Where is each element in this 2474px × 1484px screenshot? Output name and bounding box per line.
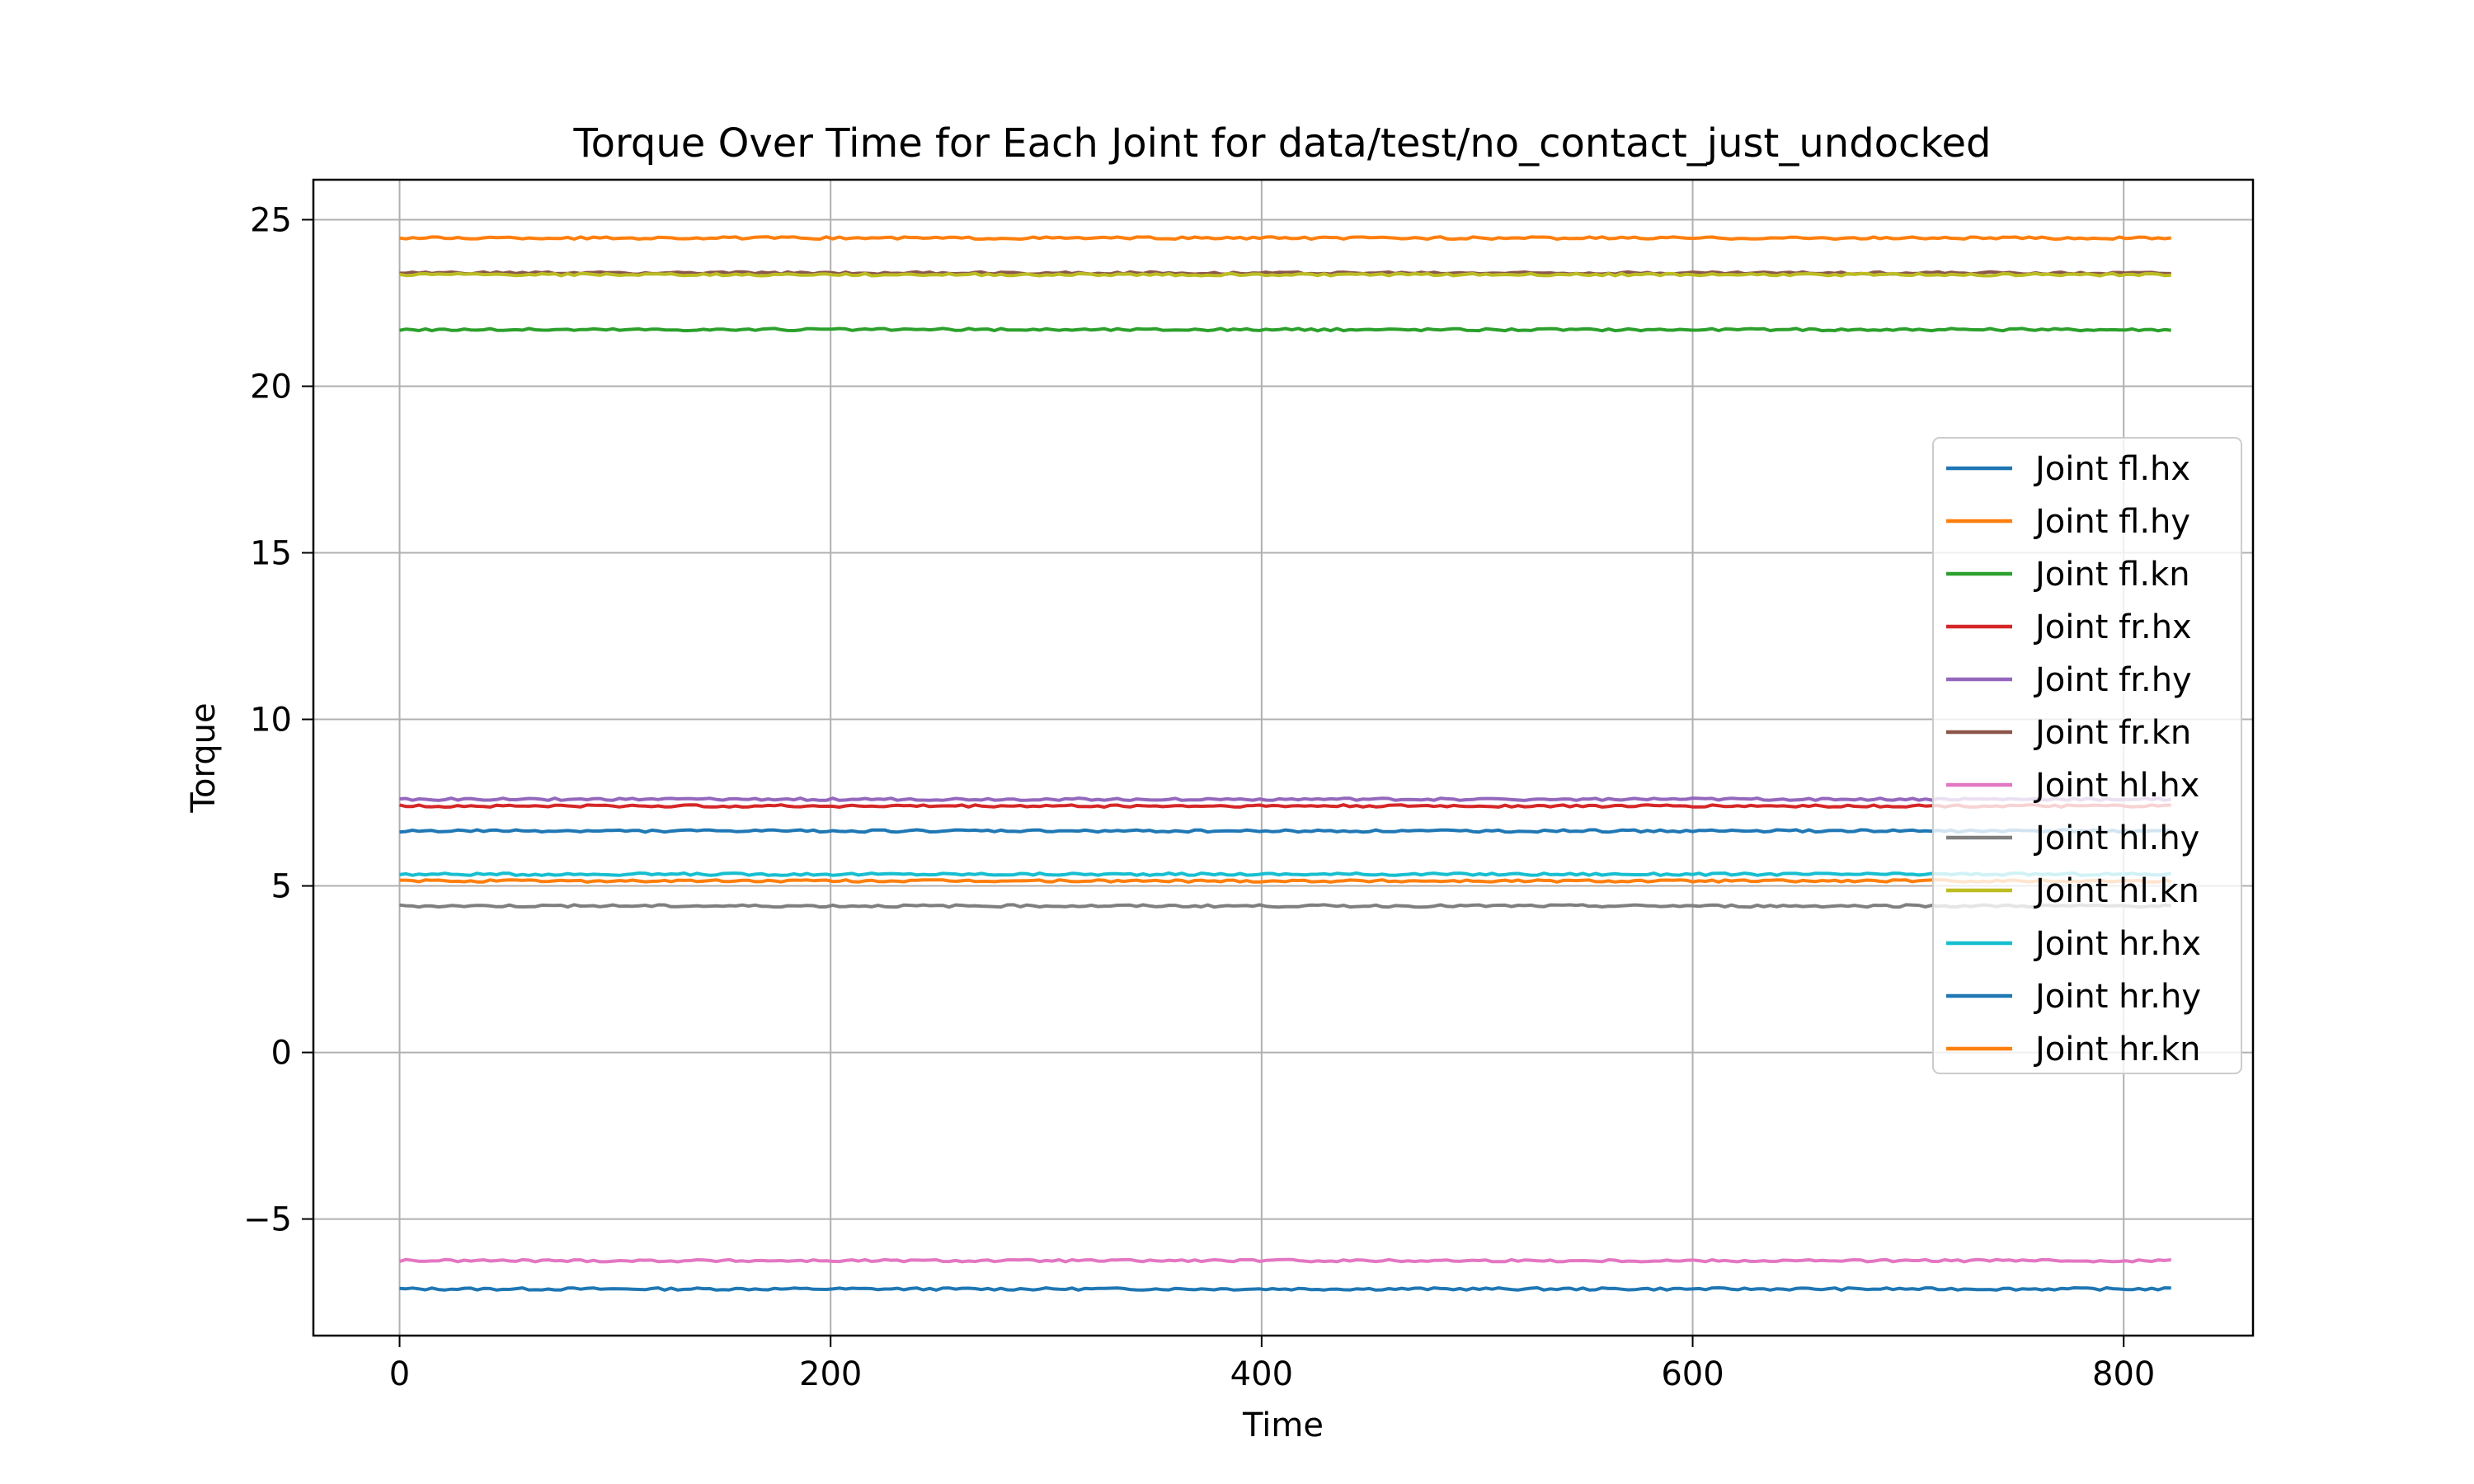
x-tick-label: 400 [1230,1355,1293,1393]
y-axis-label: Torque [185,702,223,813]
series-lines [398,235,2172,1292]
series-line [399,271,2171,278]
x-tick-label: 600 [1661,1355,1724,1393]
y-tick-label: 0 [271,1035,292,1073]
x-tick-label: 0 [389,1355,410,1393]
series-line [399,796,2172,802]
legend-entry: Joint fr.hy [2033,661,2192,699]
x-tick-label: 800 [2092,1355,2155,1393]
legend-entry: Joint hr.kn [2033,1031,2201,1068]
y-tick-label: 20 [250,369,292,406]
legend-entry: Joint hl.hx [2033,767,2199,805]
y-tick-label: 5 [271,868,292,906]
y-axis-ticks: −5 0 5 10 15 20 25 [243,201,313,1239]
series-line [399,1286,2171,1292]
series-line [399,326,2171,333]
legend-entry: Joint hl.kn [2033,872,2199,910]
chart-title: Torque Over Time for Each Joint for data… [572,120,1991,167]
y-tick-label: 15 [250,535,292,573]
legend-entry: Joint hl.hy [2033,819,2199,857]
legend-entry: Joint fl.hy [2033,503,2190,541]
x-axis-label: Time [1242,1407,1324,1444]
legend-entry: Joint fl.hx [2033,450,2190,488]
plot-frame [312,178,2255,1337]
legend-box [1932,437,2242,1074]
legend-entry: Joint hr.hx [2033,925,2201,963]
legend-entry: Joint fr.hx [2033,608,2192,646]
legend-entry: Joint fr.kn [2033,714,2191,752]
grid-lines [313,180,2253,1336]
y-tick-label: 10 [250,702,292,740]
y-tick-label: 25 [250,201,292,239]
legend-entry: Joint fl.kn [2033,556,2190,594]
legend-entry: Joint hr.hy [2033,978,2201,1016]
series-line [399,828,2171,834]
series-line [398,1257,2171,1264]
series-line [399,871,2172,877]
series-line [399,270,2171,276]
y-tick-label: −5 [243,1201,292,1239]
legend: Joint fl.hx Joint fl.hy Joint fl.kn Joint f… [1932,437,2242,1074]
x-axis-ticks: 0 200 400 600 800 [389,1336,2155,1393]
series-line [399,235,2171,242]
series-line [399,903,2171,909]
x-tick-label: 200 [799,1355,862,1393]
series-line [399,803,2171,809]
series-line [399,878,2172,884]
